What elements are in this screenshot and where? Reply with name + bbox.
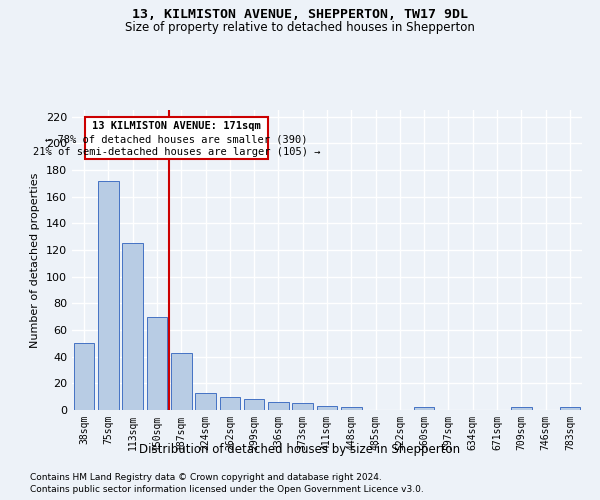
Text: ← 78% of detached houses are smaller (390): ← 78% of detached houses are smaller (39… (45, 134, 308, 144)
Y-axis label: Number of detached properties: Number of detached properties (31, 172, 40, 348)
Bar (341, 408, 362, 410)
Bar (268, 402, 289, 410)
FancyBboxPatch shape (85, 116, 268, 160)
Text: Distribution of detached houses by size in Shepperton: Distribution of detached houses by size … (139, 442, 461, 456)
Text: 21% of semi-detached houses are larger (105) →: 21% of semi-detached houses are larger (… (32, 148, 320, 158)
Bar (146, 316, 167, 410)
Text: Contains HM Land Registry data © Crown copyright and database right 2024.: Contains HM Land Registry data © Crown c… (30, 472, 382, 482)
Text: Size of property relative to detached houses in Shepperton: Size of property relative to detached ho… (125, 21, 475, 34)
Bar (122, 244, 143, 410)
Bar (511, 408, 532, 410)
Text: Contains public sector information licensed under the Open Government Licence v3: Contains public sector information licen… (30, 485, 424, 494)
Bar (560, 408, 580, 410)
Text: 13 KILMISTON AVENUE: 171sqm: 13 KILMISTON AVENUE: 171sqm (92, 120, 261, 130)
Bar (220, 396, 240, 410)
Text: 13, KILMISTON AVENUE, SHEPPERTON, TW17 9DL: 13, KILMISTON AVENUE, SHEPPERTON, TW17 9… (132, 8, 468, 20)
Bar (171, 352, 191, 410)
Bar (98, 180, 119, 410)
Bar (74, 344, 94, 410)
Bar (317, 406, 337, 410)
Bar (414, 408, 434, 410)
Bar (292, 404, 313, 410)
Bar (195, 392, 216, 410)
Bar (244, 400, 265, 410)
